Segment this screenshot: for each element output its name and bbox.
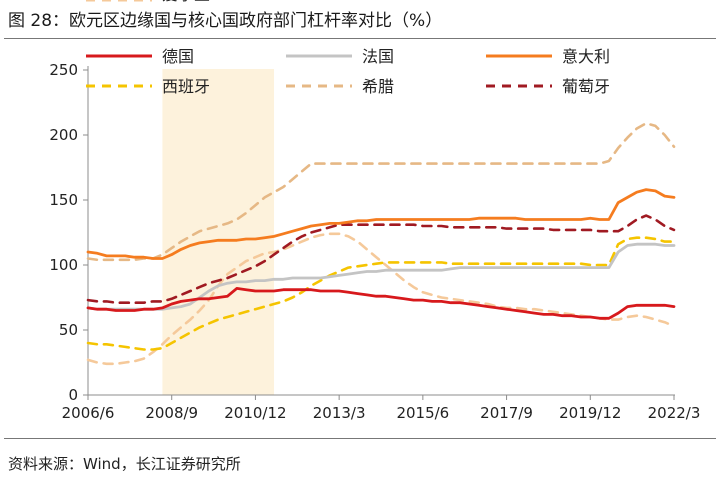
series-line-1 — [86, 286, 676, 320]
legend-label: 西班牙 — [162, 77, 210, 96]
source-note: 资料来源：Wind，长江证券研究所 — [8, 455, 241, 473]
y-tick-label: 150 — [49, 191, 78, 209]
legend-label: 希腊 — [362, 77, 394, 96]
series-line-7 — [86, 232, 676, 366]
y-tick-label: 100 — [49, 256, 78, 274]
legend-label: 意大利 — [562, 47, 610, 66]
legend-label: 爱尔兰 — [162, 0, 210, 4]
x-tick-label: 2010/12 — [224, 404, 286, 422]
series-line-3 — [86, 188, 676, 260]
y-tick-label: 0 — [68, 386, 78, 404]
chart-title: 图 28：欧元区边缘国与核心国政府部门杠杆率对比（%） — [8, 11, 443, 31]
x-tick-label: 2013/3 — [313, 404, 366, 422]
source-divider — [4, 438, 716, 439]
legend-label: 法国 — [362, 47, 394, 66]
x-tick-label: 2006/6 — [62, 404, 115, 422]
series-line-2 — [86, 242, 676, 311]
series-line-6 — [86, 214, 676, 305]
x-tick-label: 2017/9 — [480, 404, 533, 422]
x-tick-label: 2022/3 — [648, 404, 701, 422]
series-line-4 — [86, 236, 676, 351]
y-tick-label: 200 — [49, 126, 78, 144]
y-tick-label: 50 — [59, 321, 78, 339]
series-line-5 — [86, 122, 676, 262]
y-tick-label: 250 — [49, 61, 78, 79]
x-tick-label: 2008/9 — [145, 404, 198, 422]
title-divider — [4, 38, 716, 39]
legend-label: 德国 — [162, 47, 194, 66]
shaded-period — [162, 69, 275, 395]
legend-label: 葡萄牙 — [562, 77, 610, 96]
x-tick-label: 2015/6 — [396, 404, 449, 422]
x-tick-label: 2019/12 — [559, 404, 621, 422]
